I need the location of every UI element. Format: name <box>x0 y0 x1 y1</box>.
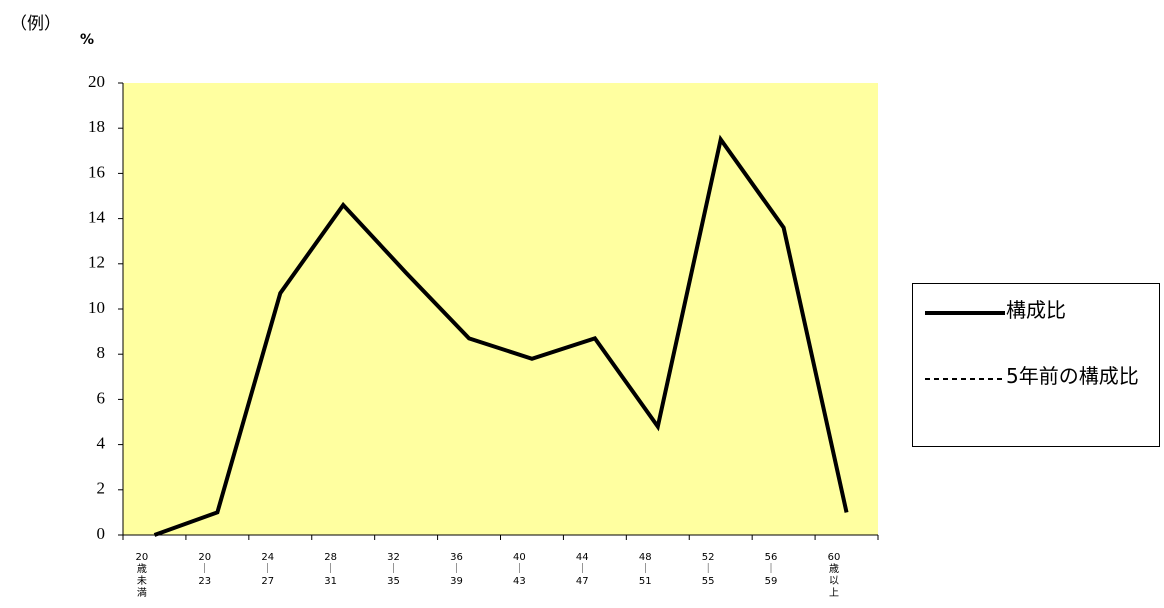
caption: （例） <box>10 14 61 34</box>
y-tick-label: 8 <box>97 343 106 362</box>
legend-label: 構成比 <box>1006 298 1066 322</box>
x-tick-label: 52 ｜ 55 <box>702 552 715 587</box>
x-tick-label: 28 ｜ 31 <box>324 552 337 587</box>
y-tick-label: 18 <box>88 117 105 136</box>
y-tick-label: 0 <box>97 524 106 543</box>
x-tick-label: 44 ｜ 47 <box>576 552 589 587</box>
series-line <box>153 134 849 537</box>
y-tick-label: 2 <box>97 479 106 498</box>
y-tick-label: 10 <box>88 298 105 317</box>
y-axis-label: % <box>80 32 94 48</box>
y-tick-label: 16 <box>88 162 105 181</box>
x-tick-label: 24 ｜ 27 <box>261 552 274 587</box>
legend: 構成比 5年前の構成比 <box>912 283 1160 447</box>
y-tick-label: 14 <box>88 208 106 227</box>
x-tick-label: 20 歳未満 <box>136 552 149 599</box>
legend-swatch <box>925 311 1005 315</box>
plot-area <box>123 83 878 535</box>
x-tick-label: 36 ｜ 39 <box>450 552 463 587</box>
x-tick-label: 56 ｜ 59 <box>765 552 778 587</box>
y-tick-label: 20 <box>88 72 105 91</box>
x-tick-label: 40 ｜ 43 <box>513 552 526 587</box>
x-tick-label: 32 ｜ 35 <box>387 552 400 587</box>
x-tick-label: 20 ｜ 23 <box>198 552 211 587</box>
legend-label: 5年前の構成比 <box>1006 364 1139 388</box>
legend-swatch <box>925 378 1005 380</box>
y-tick-label: 12 <box>88 253 105 272</box>
y-tick-label: 4 <box>97 434 106 453</box>
x-tick-label: 48 ｜ 51 <box>639 552 652 587</box>
y-tick-label: 6 <box>97 388 106 407</box>
x-tick-label: 60 歳以上 <box>828 552 841 599</box>
